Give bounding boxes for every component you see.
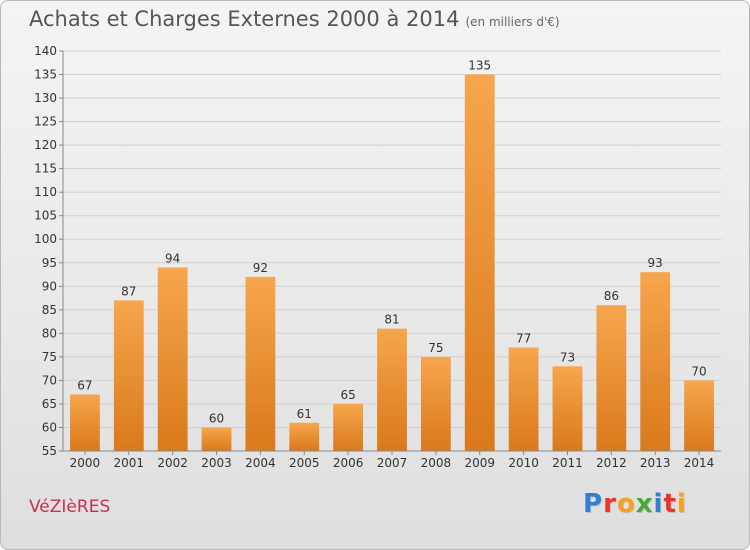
bar <box>289 422 320 451</box>
y-tick-label: 130 <box>34 91 57 105</box>
y-tick-label: 140 <box>34 44 57 58</box>
bar <box>640 272 671 451</box>
bar-value-label: 73 <box>560 350 575 364</box>
bar-value-label: 77 <box>516 331 531 345</box>
bar-value-label: 70 <box>691 364 706 378</box>
x-tick-label: 2012 <box>596 456 627 470</box>
x-tick-label: 2009 <box>464 456 495 470</box>
bar <box>684 380 714 451</box>
x-axis-ticks: 2000 2001 2002 2003 2004 2005 2006 2007 2008 2009… <box>70 451 715 470</box>
bar-value-label: 86 <box>604 289 619 303</box>
bar-value-label: 93 <box>648 256 663 270</box>
bar <box>596 305 627 451</box>
logo-letter: i <box>653 489 664 519</box>
bar-value-label: 81 <box>384 313 399 327</box>
x-tick-label: 2003 <box>201 456 232 470</box>
y-tick-label: 105 <box>34 209 57 223</box>
y-tick-label: 125 <box>34 115 57 129</box>
chart-subtitle: (en milliers d'€) <box>465 15 560 29</box>
x-tick-label: 2014 <box>684 456 715 470</box>
bars: 67 87 94 60 92 61 65 81 75 135 77 73 86 93 70 <box>70 59 714 451</box>
bar-value-label: 94 <box>165 251 180 265</box>
x-tick-label: 2000 <box>70 456 101 470</box>
x-tick-label: 2002 <box>157 456 188 470</box>
bar <box>157 267 188 451</box>
y-tick-label: 70 <box>42 373 57 387</box>
x-tick-label: 2001 <box>114 456 145 470</box>
bar-value-label: 92 <box>253 261 268 275</box>
bar <box>420 356 451 451</box>
x-tick-label: 2005 <box>289 456 320 470</box>
y-tick-label: 55 <box>42 444 57 458</box>
proxiti-logo: Proxiti <box>583 489 687 519</box>
chart-title-text: Achats et Charges Externes 2000 à 2014 <box>29 7 460 31</box>
bar <box>113 300 144 451</box>
bar <box>464 74 495 451</box>
bar <box>508 347 539 451</box>
bar-value-label: 135 <box>468 59 491 73</box>
bar <box>377 328 407 451</box>
x-tick-label: 2013 <box>640 456 671 470</box>
bar <box>70 394 100 451</box>
logo-letter: r <box>603 489 617 519</box>
y-tick-label: 80 <box>42 326 57 340</box>
bar-value-label: 60 <box>209 411 224 425</box>
x-tick-label: 2008 <box>421 456 452 470</box>
y-tick-label: 135 <box>34 68 57 82</box>
commune-name: VéZIèRES <box>29 497 111 517</box>
x-tick-label: 2011 <box>552 456 583 470</box>
y-tick-label: 85 <box>42 303 57 317</box>
bar <box>333 403 364 451</box>
bar-value-label: 61 <box>297 407 312 421</box>
y-tick-label: 120 <box>34 138 57 152</box>
bar-value-label: 67 <box>77 379 92 393</box>
y-tick-label: 75 <box>42 350 57 364</box>
bar <box>201 427 232 451</box>
y-axis-ticks: 55 60 65 70 75 80 85 90 95 100 105 110 115 120 125 130 1… <box>34 44 63 458</box>
logo-letter: i <box>676 489 687 519</box>
x-tick-label: 2010 <box>508 456 539 470</box>
logo-letter: o <box>616 489 636 519</box>
bar <box>552 366 583 451</box>
logo-letter: P <box>583 489 604 519</box>
chart-title: Achats et Charges Externes 2000 à 2014 (e… <box>29 7 560 31</box>
y-tick-label: 95 <box>42 256 57 270</box>
bar-value-label: 75 <box>428 341 443 355</box>
y-tick-label: 65 <box>42 397 57 411</box>
y-tick-label: 110 <box>34 185 57 199</box>
x-tick-label: 2007 <box>377 456 408 470</box>
y-tick-label: 100 <box>34 232 57 246</box>
bar-value-label: 87 <box>121 284 136 298</box>
y-tick-label: 115 <box>34 162 57 176</box>
x-tick-label: 2006 <box>333 456 364 470</box>
y-tick-label: 60 <box>42 420 57 434</box>
logo-letter: x <box>635 489 654 519</box>
axes <box>62 51 721 452</box>
bar-value-label: 65 <box>340 388 355 402</box>
bar <box>245 276 276 451</box>
logo-letter: t <box>663 489 677 519</box>
x-tick-label: 2004 <box>245 456 276 470</box>
y-tick-label: 90 <box>42 279 57 293</box>
